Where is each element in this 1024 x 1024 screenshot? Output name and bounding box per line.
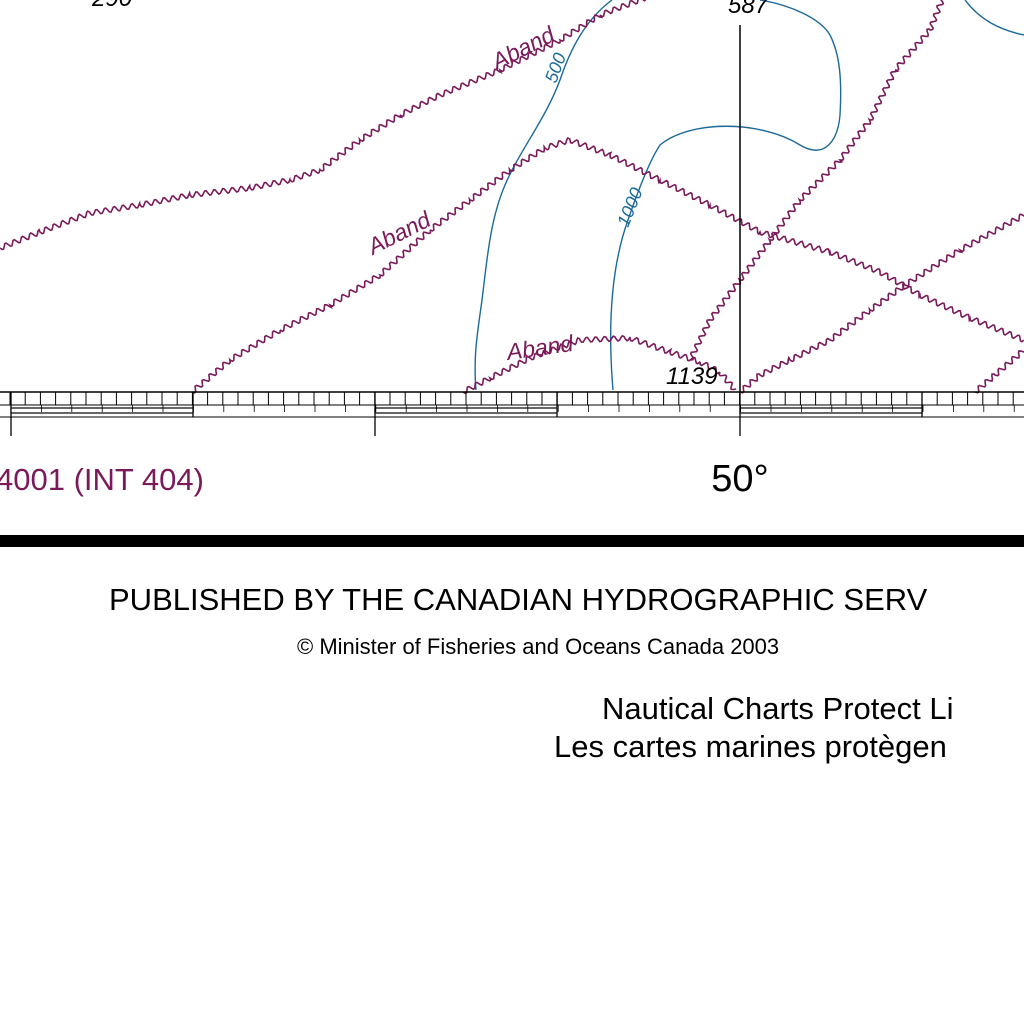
cable-label-aband-3: Aband [503, 330, 576, 365]
cable-middle [191, 136, 1024, 394]
contour-label-500: 500 [541, 50, 570, 85]
copyright-line: © Minister of Fisheries and Oceans Canad… [297, 634, 779, 659]
motto-english: Nautical Charts Protect Li [602, 691, 953, 726]
depth-contours [474, 0, 1024, 391]
sounding-290: 290 [91, 0, 133, 12]
scale-bar-segment [374, 407, 558, 414]
contour-500-east [964, 0, 1024, 36]
cable-upper-west [0, 0, 647, 251]
longitude-label: 50° [711, 458, 768, 500]
contour-label-1000: 1000 [613, 185, 647, 230]
cable-label-aband-2: Aband [362, 206, 436, 261]
submarine-cables [0, 0, 1024, 395]
adjoining-chart-label: 4001 (INT 404) [0, 462, 204, 497]
cable-east-rising [739, 213, 1024, 394]
border-scale [0, 391, 1024, 436]
cable-north-east [689, 0, 945, 361]
scale-bar-segment [739, 407, 923, 414]
cable-lower [462, 334, 737, 395]
neatline-bar [0, 535, 1024, 547]
motto-french: Les cartes marines protègen [554, 729, 947, 764]
contour-500 [474, 0, 613, 391]
contour-1000 [609, 0, 842, 391]
sounding-587: 587 [728, 0, 770, 19]
cable-east-bottom [974, 350, 1024, 394]
sounding-1139: 1139 [666, 363, 718, 390]
publisher-line: PUBLISHED BY THE CANADIAN HYDROGRAPHIC S… [109, 582, 928, 617]
